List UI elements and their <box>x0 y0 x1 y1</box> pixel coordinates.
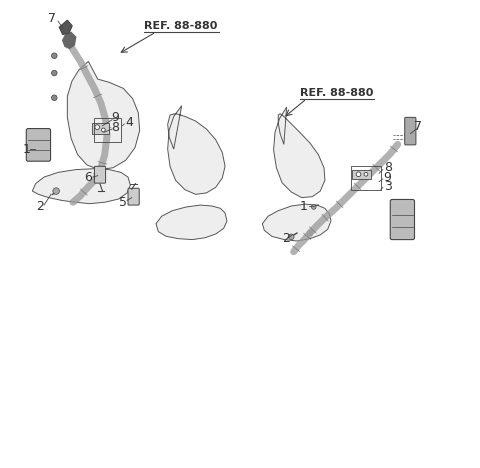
Circle shape <box>356 172 361 176</box>
Circle shape <box>312 205 316 209</box>
Polygon shape <box>63 32 76 48</box>
Polygon shape <box>60 20 72 34</box>
FancyBboxPatch shape <box>390 199 415 240</box>
Polygon shape <box>156 205 227 240</box>
Polygon shape <box>263 204 331 241</box>
Text: 7: 7 <box>414 120 422 133</box>
FancyBboxPatch shape <box>95 166 106 183</box>
Text: REF. 88-880: REF. 88-880 <box>300 88 373 98</box>
Text: REF. 88-880: REF. 88-880 <box>144 22 218 31</box>
Circle shape <box>364 172 368 176</box>
Text: 8: 8 <box>384 161 392 174</box>
Text: 5: 5 <box>120 196 127 209</box>
Text: 2: 2 <box>282 232 289 245</box>
Text: 9: 9 <box>111 111 119 124</box>
Text: 8: 8 <box>111 121 119 134</box>
Circle shape <box>53 188 60 194</box>
Bar <box>92 124 109 134</box>
Polygon shape <box>67 61 140 169</box>
FancyBboxPatch shape <box>405 117 416 145</box>
Text: 2: 2 <box>36 199 44 212</box>
Circle shape <box>95 125 99 130</box>
Text: 9: 9 <box>384 170 392 183</box>
Bar <box>351 166 382 190</box>
Text: 3: 3 <box>384 180 392 193</box>
Circle shape <box>101 128 105 132</box>
Polygon shape <box>274 107 325 197</box>
Text: 1: 1 <box>300 199 308 212</box>
Text: 4: 4 <box>126 117 133 130</box>
Text: 1: 1 <box>23 143 30 155</box>
Circle shape <box>51 53 57 58</box>
Circle shape <box>51 70 57 76</box>
Bar <box>95 118 121 142</box>
Circle shape <box>288 234 294 240</box>
Polygon shape <box>32 168 131 204</box>
Circle shape <box>51 95 57 101</box>
FancyBboxPatch shape <box>26 129 50 161</box>
Bar <box>352 169 371 179</box>
FancyBboxPatch shape <box>128 188 139 205</box>
Polygon shape <box>168 106 225 194</box>
Text: 6: 6 <box>84 170 92 183</box>
Text: 7: 7 <box>48 12 57 25</box>
